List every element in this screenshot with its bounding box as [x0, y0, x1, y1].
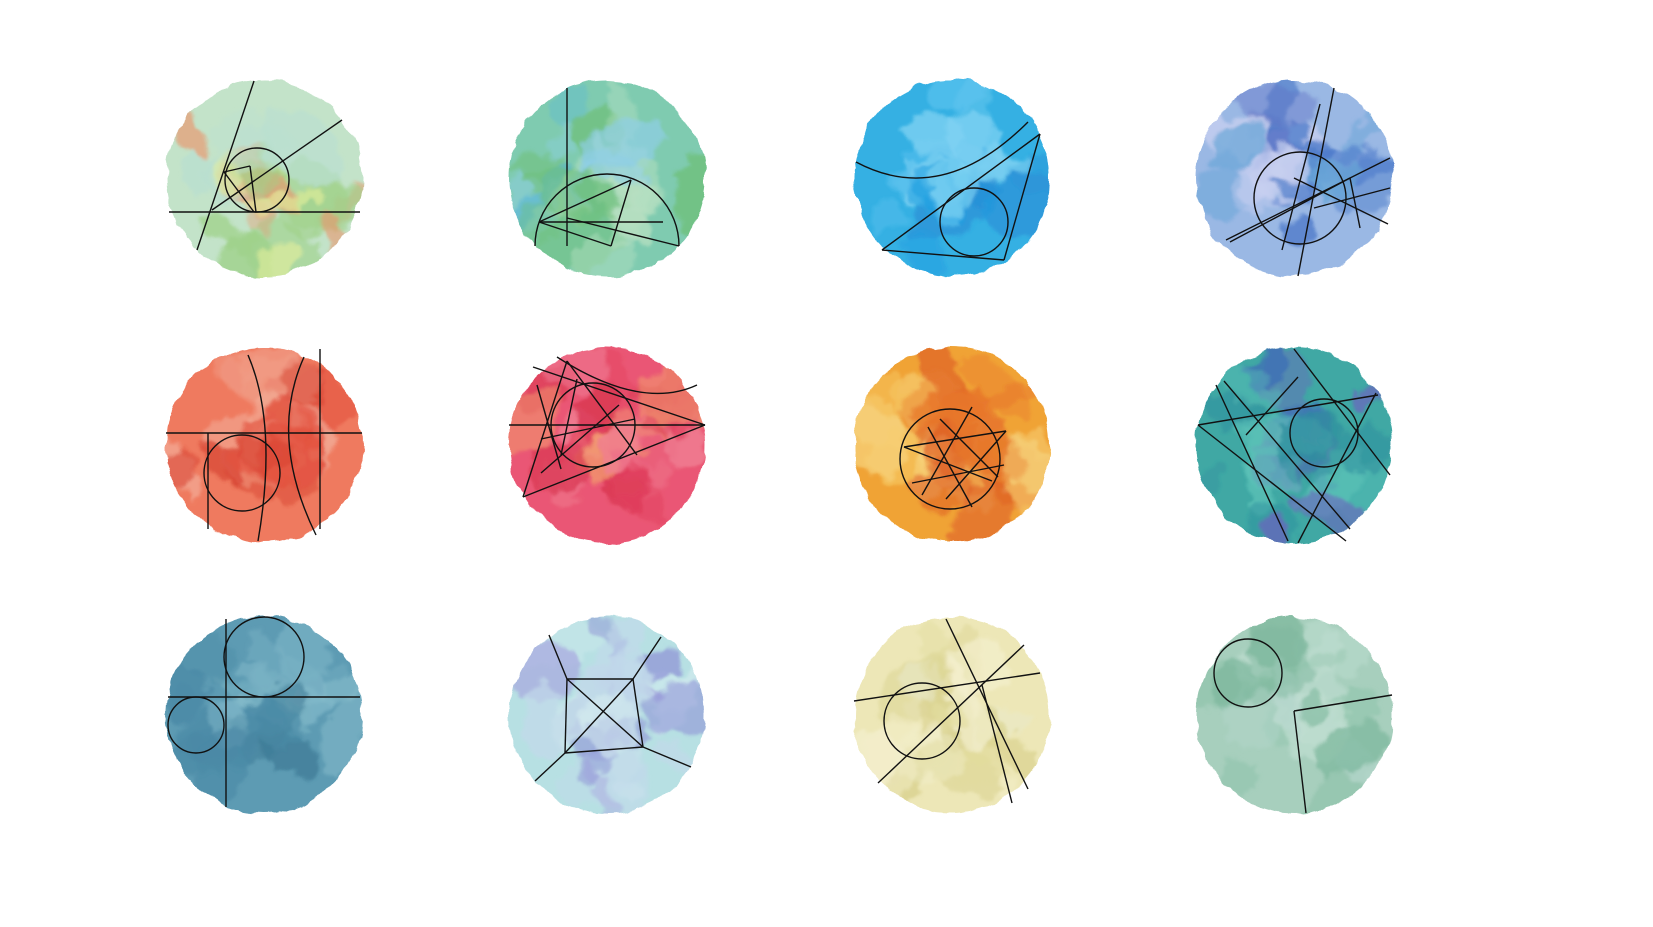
geometry-line-art — [855, 121, 1041, 261]
slate-blue-watercolor-medallion — [166, 616, 362, 813]
lavender-watercolor-medallion — [509, 617, 705, 813]
periwinkle-watercolor-medallion — [1196, 80, 1392, 277]
raspberry-watercolor-medallion — [509, 347, 706, 543]
sky-blue-watercolor-medallion — [854, 80, 1050, 276]
geometry-line-art — [169, 80, 360, 251]
geometry-line-art — [1225, 87, 1391, 277]
sage-watercolor-medallion — [1196, 617, 1393, 814]
geometry-line-art — [166, 349, 362, 542]
geometry-line-art — [509, 356, 706, 498]
amber-watercolor-medallion — [854, 347, 1050, 543]
teal-watercolor-medallion — [509, 80, 705, 276]
geometry-line-art — [1213, 638, 1393, 814]
geometry-line-art — [853, 618, 1041, 804]
geometry-line-art — [167, 616, 360, 807]
geometry-line-art — [1197, 348, 1391, 544]
geometry-line-art — [899, 406, 1007, 510]
green-watercolor-medallion — [166, 80, 362, 276]
coral-watercolor-medallion — [166, 347, 362, 543]
sea-green-watercolor-medallion — [1196, 347, 1392, 544]
geometry-line-art — [534, 88, 680, 247]
cream-watercolor-medallion — [853, 617, 1050, 813]
geometry-line-art — [534, 634, 692, 782]
